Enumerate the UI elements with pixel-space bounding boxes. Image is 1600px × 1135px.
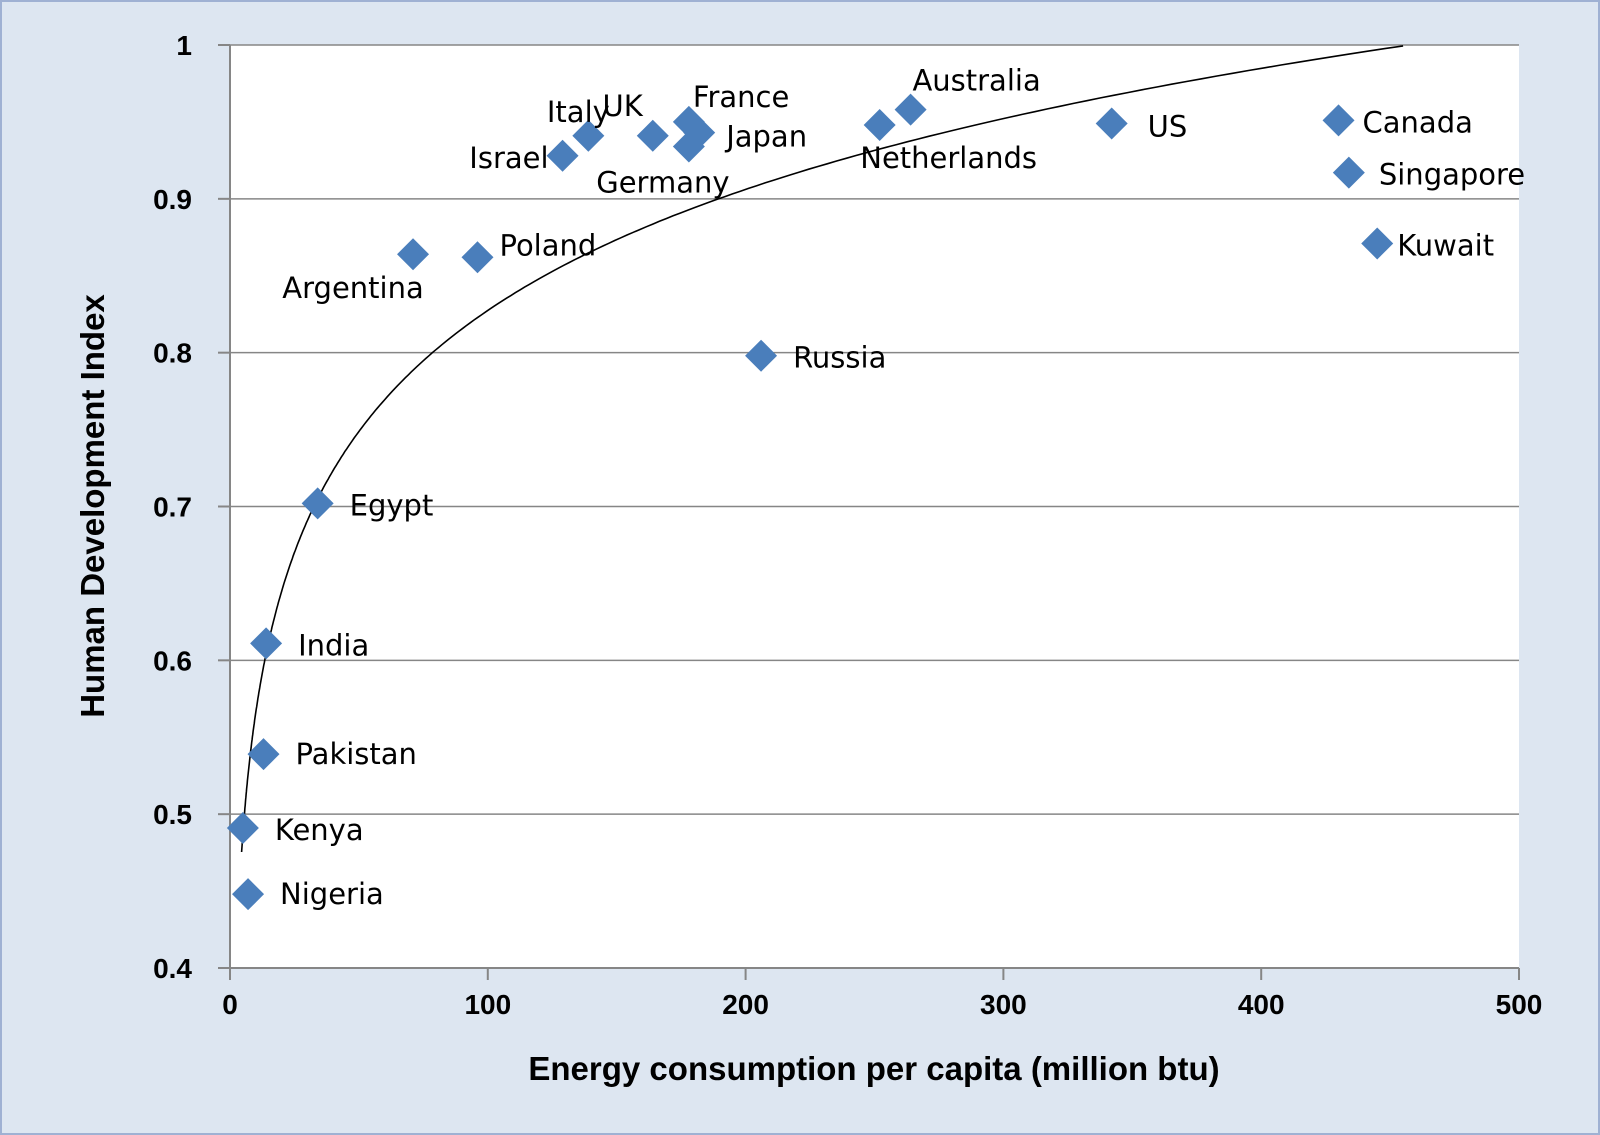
y-tick-label: 0.8 (153, 338, 192, 369)
axes (229, 45, 1519, 969)
point-label: Italy (547, 95, 610, 129)
point-label: Pakistan (296, 737, 417, 771)
point-label: India (298, 628, 369, 662)
point-egypt-marker (301, 487, 334, 520)
x-tick-labels: 0 100 200 300 400 500 (222, 989, 1542, 1020)
point-label: Nigeria (280, 877, 384, 911)
point-kenya-marker (226, 812, 259, 845)
point-label: Germany (596, 166, 729, 200)
x-tick-label: 300 (980, 989, 1027, 1020)
point-label: Canada (1363, 105, 1473, 139)
point-russia-marker (745, 339, 778, 372)
point-france-marker (672, 105, 705, 138)
grid-lines (218, 44, 1520, 980)
point-poland-marker (461, 241, 494, 274)
point-italy-marker (572, 119, 605, 152)
point-label: France (693, 80, 789, 114)
point-label: Israel (469, 141, 548, 175)
point-label: US (1148, 109, 1188, 143)
y-tick-label: 0.5 (153, 799, 192, 830)
point-label: Japan (724, 120, 807, 154)
y-tick-label: 1 (176, 30, 192, 61)
point-label: Kuwait (1397, 228, 1494, 262)
y-tick-labels: 0.4 0.5 0.6 0.7 0.8 0.9 1 (153, 30, 192, 984)
y-tick-label: 0.6 (153, 645, 192, 676)
data-points (226, 93, 1394, 911)
point-label: Australia (912, 64, 1040, 98)
y-tick-label: 0.7 (153, 492, 192, 523)
point-uk-marker (636, 119, 669, 152)
point-australia-marker (894, 93, 927, 126)
trendline (240, 45, 1404, 853)
point-label: Russia (793, 341, 886, 375)
x-tick-label: 100 (464, 989, 511, 1020)
point-labels: Nigeria Kenya Pakistan India Egypt Argentina P… (275, 64, 1525, 912)
point-israel-marker (546, 139, 579, 172)
y-axis-title: Human Development Index (74, 294, 111, 718)
x-tick-label: 0 (222, 989, 238, 1020)
y-tick-label: 0.4 (153, 953, 192, 984)
point-label: Poland (499, 228, 596, 262)
point-pakistan-marker (247, 738, 280, 771)
point-us-marker (1095, 107, 1128, 140)
point-netherlands-marker (863, 108, 896, 141)
point-label: Kenya (275, 813, 364, 847)
y-tick-label: 0.9 (153, 184, 192, 215)
point-india-marker (250, 627, 283, 660)
point-label: Argentina (282, 271, 423, 305)
x-tick-label: 200 (722, 989, 769, 1020)
x-tick-label: 400 (1238, 989, 1285, 1020)
x-axis-title: Energy consumption per capita (million b… (528, 1050, 1219, 1087)
point-kuwait-marker (1361, 227, 1394, 260)
point-argentina-marker (397, 238, 430, 271)
point-singapore-marker (1332, 156, 1365, 189)
point-label: Netherlands (860, 141, 1037, 175)
point-japan-marker (683, 116, 716, 149)
point-canada-marker (1322, 104, 1355, 137)
x-tick-label: 500 (1496, 989, 1543, 1020)
point-label: Singapore (1379, 158, 1525, 192)
point-label: UK (603, 89, 644, 123)
point-label: Egypt (350, 488, 434, 522)
point-nigeria-marker (232, 878, 265, 911)
